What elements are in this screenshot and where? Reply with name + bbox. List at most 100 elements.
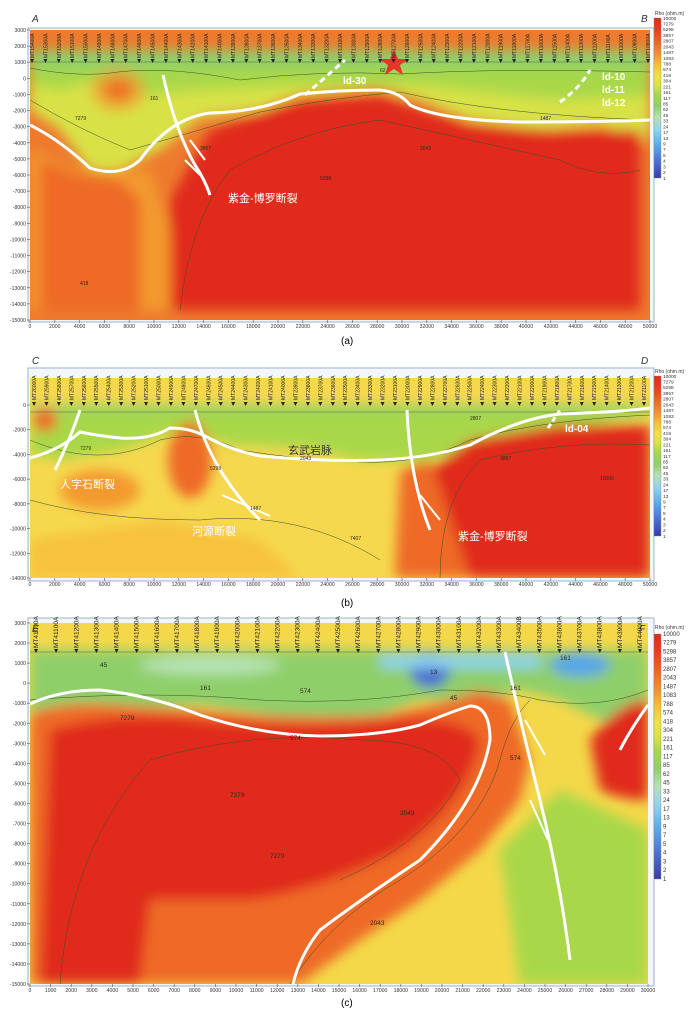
colorbar-title: Rho (ohm.m)	[655, 625, 685, 631]
station-label: MT41600A	[154, 616, 161, 648]
colorbar-tick-label: 10000	[663, 16, 677, 22]
station-marker-icon	[311, 59, 316, 63]
station-label: MT24900A	[169, 375, 175, 400]
station-marker-icon	[617, 402, 622, 406]
station-label: MT14700A	[124, 33, 130, 58]
x-tick-label: 28000	[370, 324, 385, 330]
station-label: MT15100A	[70, 33, 76, 58]
colorbar-tick-label: 221	[663, 442, 671, 448]
y-tick-label: 1000	[14, 60, 26, 66]
station-marker-icon	[244, 59, 249, 63]
contour-value-label: 7279	[80, 446, 91, 452]
station-label: MT42900A	[416, 616, 423, 648]
station-label: MT11800A	[512, 33, 518, 58]
station-label: MT11200A	[592, 33, 598, 58]
x-tick-label: 40000	[519, 582, 534, 588]
y-tick-label: 0	[23, 681, 26, 687]
station-label: MT15400A	[30, 33, 36, 58]
station-label: MT21600A	[580, 375, 586, 400]
x-tick-label: 30000	[641, 988, 656, 994]
panel-b-label-fault: 紫金-博罗断裂	[458, 529, 528, 543]
station-label: MT14300A	[177, 33, 183, 58]
panel-b: 人字石断裂 河源断裂 玄武岩脉 紫金-博罗断裂 ld-04 0 -2000 -400…	[10, 356, 657, 609]
x-tick-label: 5000	[127, 988, 139, 994]
station-marker-icon	[538, 59, 543, 63]
station-label: MT25600A	[82, 375, 88, 400]
station-label: MT44000A	[637, 616, 644, 648]
station-marker-icon	[632, 59, 637, 63]
colorbar: Rho (ohm.m)10000727952983857280720431487…	[653, 625, 685, 883]
station-label: MT12900A	[365, 33, 371, 58]
station-label: MT21200A	[630, 375, 636, 400]
colorbar-tick-label: 788	[663, 702, 674, 708]
station-label: MT21700A	[567, 375, 573, 400]
y-tick-label: -10000	[10, 527, 26, 533]
contour-value-label: 62	[380, 68, 386, 74]
station-label: MT43800A	[597, 616, 604, 648]
colorbar: Rho (ohm.m)10000727952983857280720431487…	[653, 369, 685, 540]
station-marker-icon	[619, 59, 624, 63]
colorbar-tick-label: 3	[663, 859, 667, 865]
station-label: MT12300A	[445, 33, 451, 58]
x-tick-label: 9000	[210, 988, 222, 994]
station-label: MT25900A	[44, 375, 50, 400]
x-tick-label: 34000	[444, 582, 459, 588]
station-label: MT11500A	[552, 33, 558, 58]
colorbar-tick-label: 10000	[663, 374, 677, 380]
station-label: MT23800A	[306, 375, 312, 400]
station-marker-icon	[368, 402, 373, 406]
station-marker-icon	[476, 649, 481, 653]
panel-a-label-ld12: ld-12	[602, 98, 626, 109]
x-tick-label: 6000	[99, 582, 111, 588]
station-label: MT13700A	[258, 33, 264, 58]
station-label: MT15000A	[84, 33, 90, 58]
station-marker-icon	[190, 59, 195, 63]
colorbar-tick-label: 85	[663, 763, 670, 769]
station-label: MT24200A	[256, 375, 262, 400]
station-label: MT41300A	[93, 616, 100, 648]
station-label: MT23700A	[318, 375, 324, 400]
x-tick-label: 20000	[271, 324, 286, 330]
x-tick-label: 44000	[568, 324, 583, 330]
station-label: MT24000A	[281, 375, 287, 400]
x-tick-label: 27000	[579, 988, 594, 994]
station-marker-icon	[206, 402, 211, 406]
y-tick-label: -6000	[13, 802, 26, 808]
colorbar-tick-label: 2807	[663, 39, 674, 45]
panel-c: 3000200010000-1000-2000-3000-4000-5000-6…	[10, 616, 655, 1009]
station-marker-icon	[94, 402, 99, 406]
contour-value-label: 2807	[470, 416, 481, 422]
x-tick-label: 28000	[600, 988, 615, 994]
colorbar-tick-label: 3857	[663, 391, 674, 397]
station-marker-icon	[364, 59, 369, 63]
station-marker-icon	[537, 649, 542, 653]
station-marker-icon	[642, 402, 646, 406]
colorbar-tick-label: 62	[663, 107, 669, 113]
station-label: MT13300A	[311, 33, 317, 58]
x-tick-label: 34000	[444, 324, 459, 330]
station-marker-icon	[56, 59, 61, 63]
station-label: MT23300A	[368, 375, 374, 400]
station-marker-icon	[56, 402, 61, 406]
station-label: MT10900A	[633, 33, 639, 58]
station-label: MT15300A	[43, 33, 49, 58]
station-marker-icon	[393, 402, 398, 406]
station-label: MT14400A	[164, 33, 170, 58]
x-tick-label: 25000	[538, 988, 553, 994]
station-marker-icon	[416, 649, 421, 653]
contour-value-label: 7279	[75, 116, 86, 122]
x-tick-label: 28000	[370, 582, 385, 588]
station-marker-icon	[181, 402, 186, 406]
station-marker-icon	[404, 59, 409, 63]
station-label: MT23200A	[381, 375, 387, 400]
station-label: MT22800A	[430, 375, 436, 400]
x-tick-label: 14000	[196, 582, 211, 588]
station-marker-icon	[215, 649, 220, 653]
station-label: MT42600A	[355, 616, 362, 648]
station-marker-icon	[617, 649, 622, 653]
station-label: MT41700A	[174, 616, 181, 648]
station-label: MT24600A	[206, 375, 212, 400]
x-tick-label: 15000	[332, 988, 347, 994]
station-marker-icon	[315, 649, 320, 653]
station-marker-icon	[456, 649, 461, 653]
